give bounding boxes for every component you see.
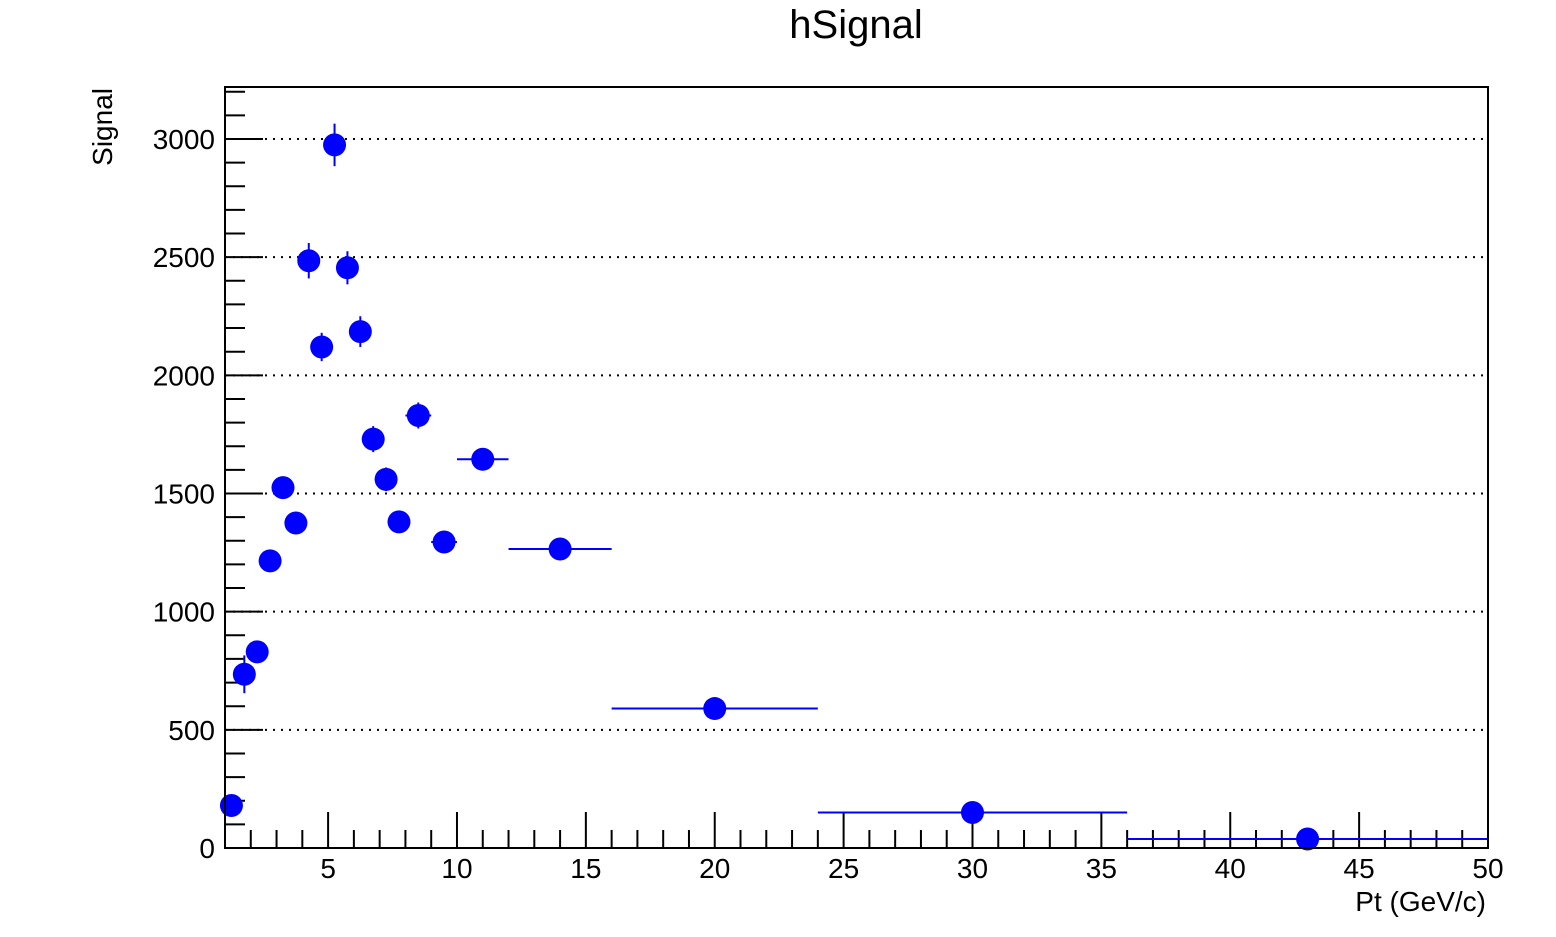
data-point (323, 133, 347, 157)
data-point (548, 537, 572, 561)
x-tick-label: 10 (441, 853, 472, 884)
x-tick-label: 15 (570, 853, 601, 884)
data-point (335, 256, 359, 280)
y-tick-label: 500 (168, 715, 215, 746)
data-point (406, 404, 430, 428)
data-point (284, 511, 308, 535)
data-point (258, 549, 282, 573)
data-point (271, 476, 295, 500)
x-tick-label: 45 (1344, 853, 1375, 884)
x-tick-label: 25 (828, 853, 859, 884)
data-point (387, 510, 411, 534)
x-tick-label: 5 (320, 853, 336, 884)
data-point (432, 530, 456, 554)
data-point (310, 335, 334, 359)
data-point (219, 793, 243, 817)
data-point (348, 320, 372, 344)
y-tick-label: 3000 (153, 124, 215, 155)
plot-frame (224, 86, 1489, 849)
data-point (361, 427, 385, 451)
data-point (703, 697, 727, 721)
y-tick-label: 1500 (153, 478, 215, 509)
data-point (297, 249, 321, 273)
y-tick-label: 2500 (153, 242, 215, 273)
label-layer: 0 500 1000 1500 2000 2500 3000 5 10 15 20 25 30 35 40 4… (153, 124, 1504, 884)
data-point (374, 467, 398, 491)
data-point (960, 801, 984, 825)
x-tick-label: 30 (957, 853, 988, 884)
y-tick-label: 2000 (153, 360, 215, 391)
data-point (1296, 827, 1320, 851)
x-tick-label: 40 (1215, 853, 1246, 884)
x-axis-label: Pt (GeV/c) (1355, 886, 1486, 917)
point-layer (219, 123, 1488, 851)
data-point (471, 447, 495, 471)
data-point (232, 662, 256, 686)
y-axis-label: Signal (87, 88, 118, 166)
x-tick-label: 35 (1086, 853, 1117, 884)
y-tick-label: 1000 (153, 597, 215, 628)
data-point (245, 640, 269, 664)
chart-title: hSignal (789, 3, 922, 47)
x-tick-label: 20 (699, 853, 730, 884)
y-tick-label: 0 (199, 833, 215, 864)
x-tick-label: 50 (1472, 853, 1503, 884)
